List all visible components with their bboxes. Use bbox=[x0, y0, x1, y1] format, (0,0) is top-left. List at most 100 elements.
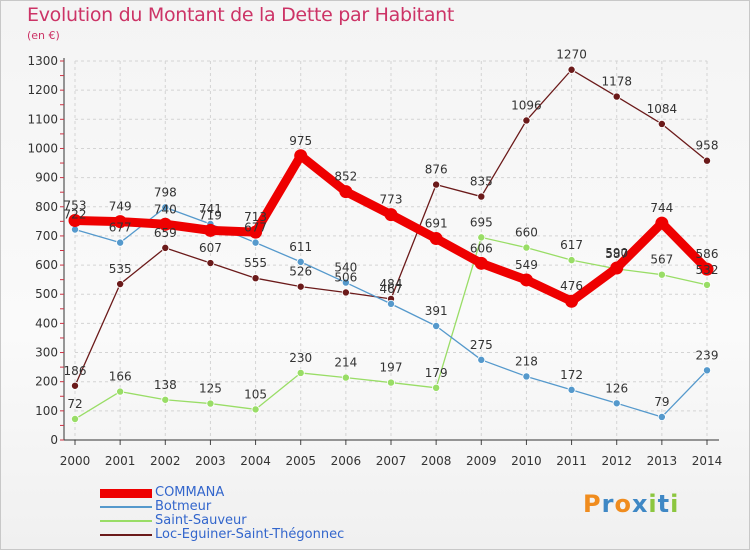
data-point bbox=[429, 232, 443, 246]
legend-item: COMMANA bbox=[100, 486, 224, 500]
x-tick-label: 2005 bbox=[285, 454, 316, 468]
x-tick-label: 2008 bbox=[421, 454, 452, 468]
y-tick-label: 600 bbox=[35, 258, 58, 272]
legend-label: Loc-Eguiner-Saint-Thégonnec bbox=[155, 527, 345, 542]
data-labels: 186 535 659 607 555 526 506 484 876 835 1096 1270 11… bbox=[64, 48, 719, 411]
data-label: 1178 bbox=[601, 75, 632, 89]
data-label: 549 bbox=[515, 258, 538, 272]
data-label: 1270 bbox=[556, 48, 587, 62]
x-tick-label: 2010 bbox=[511, 454, 542, 468]
data-label: 677 bbox=[244, 221, 267, 235]
data-label: 590 bbox=[605, 246, 628, 260]
data-point bbox=[296, 368, 305, 377]
logo-letter: i bbox=[670, 490, 680, 518]
y-tick-label: 1300 bbox=[27, 54, 58, 68]
legend-swatch bbox=[100, 534, 152, 536]
data-point bbox=[71, 381, 80, 390]
y-tick-label: 1100 bbox=[27, 112, 58, 126]
data-point bbox=[251, 238, 260, 247]
legend-label: COMMANA bbox=[155, 485, 225, 500]
data-label: 126 bbox=[605, 381, 628, 395]
data-point bbox=[384, 208, 398, 222]
x-tick-labels: 2000 2001 2002 2003 2004 2005 2006 2007 2008 2009… bbox=[60, 454, 723, 468]
logo-letter: t bbox=[657, 490, 671, 518]
data-point bbox=[657, 412, 666, 421]
chart-title: Evolution du Montant de la Dette par Hab… bbox=[27, 4, 455, 26]
data-label: 197 bbox=[380, 361, 403, 375]
data-label: 467 bbox=[380, 282, 403, 296]
data-point bbox=[703, 280, 712, 289]
data-point bbox=[206, 259, 215, 268]
data-point bbox=[700, 262, 714, 276]
data-point bbox=[567, 65, 576, 74]
data-point bbox=[477, 355, 486, 364]
data-label: 749 bbox=[109, 200, 132, 214]
data-label: 587 bbox=[605, 247, 628, 261]
data-label: 740 bbox=[154, 202, 177, 216]
data-label: 166 bbox=[109, 370, 132, 384]
y-tick-label: 400 bbox=[35, 316, 58, 330]
data-label: 79 bbox=[654, 395, 669, 409]
data-label: 540 bbox=[334, 261, 357, 275]
data-point bbox=[657, 119, 666, 128]
data-point bbox=[522, 372, 531, 381]
data-point bbox=[116, 387, 125, 396]
data-label: 744 bbox=[650, 201, 673, 215]
data-label: 484 bbox=[380, 277, 403, 291]
data-point bbox=[519, 273, 533, 287]
data-point bbox=[567, 256, 576, 265]
x-tick-label: 2009 bbox=[466, 454, 497, 468]
data-label: 230 bbox=[289, 351, 312, 365]
data-label: 391 bbox=[425, 304, 448, 318]
data-point bbox=[612, 399, 621, 408]
data-label: 1084 bbox=[647, 102, 678, 116]
y-tick-label: 100 bbox=[35, 404, 58, 418]
data-point bbox=[161, 243, 170, 252]
y-tick-label: 300 bbox=[35, 346, 58, 360]
data-label: 722 bbox=[64, 208, 87, 222]
x-tick-label: 2002 bbox=[150, 454, 181, 468]
data-point bbox=[477, 233, 486, 242]
data-point bbox=[296, 282, 305, 291]
data-label: 186 bbox=[64, 364, 87, 378]
y-tick-labels: 0 100 200 300 400 500 600 700 800 900 1000 1100 1200… bbox=[27, 54, 58, 447]
data-point bbox=[251, 405, 260, 414]
data-label: 606 bbox=[470, 241, 493, 255]
chart-unit: (en €) bbox=[27, 29, 60, 42]
data-point bbox=[341, 373, 350, 382]
data-label: 138 bbox=[154, 378, 177, 392]
data-point bbox=[477, 192, 486, 201]
data-point bbox=[386, 299, 395, 308]
data-point bbox=[610, 261, 624, 275]
data-point bbox=[296, 257, 305, 266]
data-point bbox=[703, 156, 712, 165]
legend-item: Saint-Sauveur bbox=[100, 514, 247, 528]
data-label: 214 bbox=[334, 356, 357, 370]
data-label: 239 bbox=[696, 348, 719, 362]
data-point bbox=[474, 256, 488, 270]
data-point bbox=[386, 378, 395, 387]
x-tick-label: 2014 bbox=[692, 454, 723, 468]
data-label: 741 bbox=[199, 202, 222, 216]
data-label: 773 bbox=[380, 193, 403, 207]
data-point bbox=[522, 243, 531, 252]
data-point bbox=[567, 385, 576, 394]
data-label: 958 bbox=[696, 139, 719, 153]
data-label: 532 bbox=[696, 263, 719, 277]
data-label: 72 bbox=[67, 397, 82, 411]
data-label: 677 bbox=[109, 221, 132, 235]
data-point bbox=[113, 215, 127, 229]
data-label: 713 bbox=[244, 210, 267, 224]
legend-swatch bbox=[100, 520, 152, 522]
data-label: 567 bbox=[650, 253, 673, 267]
y-tick-label: 200 bbox=[35, 375, 58, 389]
data-label: 586 bbox=[696, 247, 719, 261]
y-tick-label: 1000 bbox=[27, 141, 58, 155]
data-label: 719 bbox=[199, 208, 222, 222]
data-label: 506 bbox=[334, 270, 357, 284]
data-point bbox=[116, 280, 125, 289]
data-point bbox=[432, 383, 441, 392]
data-point bbox=[339, 185, 353, 199]
